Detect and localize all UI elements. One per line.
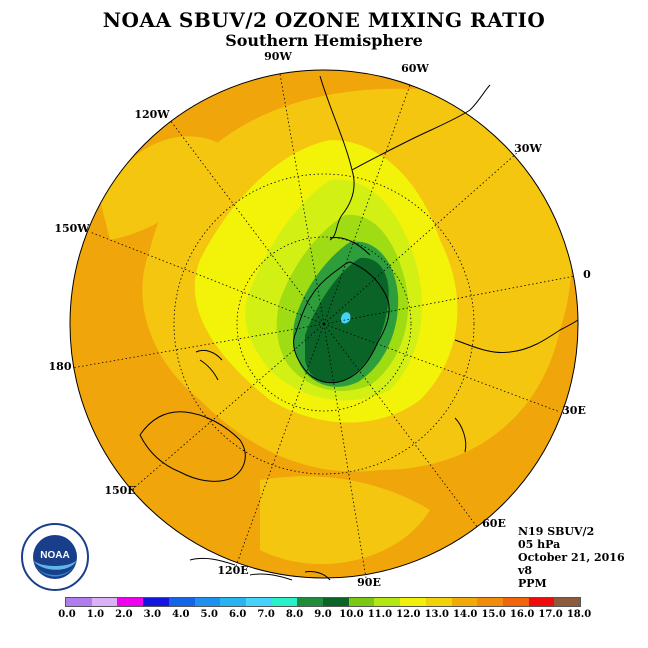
color-scale-segment — [323, 598, 349, 606]
map-subtitle: Southern Hemisphere — [225, 31, 423, 50]
instrument-label: N19 SBUV/2 — [518, 525, 595, 538]
color-scale-segment — [554, 598, 581, 606]
color-scale-segment — [245, 598, 272, 606]
latitude-circles — [173, 173, 475, 475]
lon-label-90e: 90E — [357, 576, 381, 589]
color-scale-tick: 12.0 — [396, 609, 421, 620]
noaa-logo: NOAA — [21, 523, 89, 591]
lon-label-60e: 60E — [482, 517, 506, 530]
color-scale-tick: 4.0 — [172, 609, 190, 620]
color-scale-segment — [168, 598, 195, 606]
map-title: NOAA SBUV/2 OZONE MIXING RATIO — [102, 8, 546, 32]
map-border — [69, 69, 579, 579]
color-scale-segment — [348, 598, 375, 606]
logo-text: NOAA — [40, 550, 69, 561]
color-scale-segment — [297, 598, 324, 606]
units-label: PPM — [518, 577, 547, 590]
color-scale-tick: 17.0 — [538, 609, 563, 620]
lon-label-30e: 30E — [562, 404, 586, 417]
color-scale-segment — [528, 598, 555, 606]
color-scale-segment — [143, 598, 169, 606]
color-scale-tick: 5.0 — [200, 609, 218, 620]
color-scale-segment — [220, 598, 246, 606]
color-scale-segment — [400, 598, 426, 606]
color-scale-segment — [502, 598, 529, 606]
metadata-block: N19 SBUV/2 05 hPa October 21, 2016 v8 PP… — [518, 525, 625, 590]
color-scale-segment — [374, 598, 401, 606]
color-scale-tick: 10.0 — [339, 609, 364, 620]
lon-label-150e: 150E — [104, 484, 135, 497]
version-label: v8 — [518, 564, 533, 577]
color-scale-tick: 13.0 — [424, 609, 449, 620]
color-scale-segment — [425, 598, 452, 606]
color-scale-segment — [271, 598, 298, 606]
lon-label-30w: 30W — [514, 142, 542, 155]
color-scale-segment — [477, 598, 503, 606]
lon-label-0: 0 — [583, 268, 591, 281]
date-label: October 21, 2016 — [518, 551, 625, 564]
lon-label-150w: 150W — [54, 222, 90, 235]
color-scale-tick: 6.0 — [228, 609, 247, 620]
color-scale-segment — [91, 598, 118, 606]
lon-label-120e: 120E — [217, 564, 248, 577]
lon-label-120w: 120W — [134, 108, 170, 121]
color-scale-segment — [66, 598, 92, 606]
longitude-labels: 90W 60W 120W 30W 150W 0 180 30E 150E 60E… — [49, 50, 592, 589]
level-label: 05 hPa — [518, 538, 561, 551]
coastlines — [139, 75, 579, 581]
lon-label-90w: 90W — [264, 50, 292, 63]
color-scale-tick: 7.0 — [257, 609, 275, 620]
color-scale-tick: 2.0 — [115, 609, 133, 620]
color-scale-bar — [65, 597, 581, 607]
color-scale-tick: 1.0 — [86, 609, 105, 620]
longitude-lines — [71, 73, 576, 579]
color-scale-ticks: 0.0 1.0 2.0 3.0 4.0 5.0 6.0 7.0 8.0 9.0 10.0 11.0 12… — [0, 609, 648, 623]
color-scale-tick: 15.0 — [481, 609, 506, 620]
color-scale-tick: 9.0 — [314, 609, 332, 620]
lon-label-60w: 60W — [401, 62, 429, 75]
color-scale-segment — [194, 598, 221, 606]
color-scale-tick: 16.0 — [509, 609, 535, 620]
lon-label-180: 180 — [49, 360, 72, 373]
color-scale-tick: 11.0 — [367, 609, 393, 620]
color-scale-tick: 14.0 — [453, 609, 478, 620]
color-scale-segment — [117, 598, 144, 606]
color-scale-tick: 3.0 — [143, 609, 162, 620]
color-scale-tick: 0.0 — [58, 609, 76, 620]
color-scale-tick: 8.0 — [285, 609, 304, 620]
color-scale-tick: 18.0 — [566, 609, 592, 620]
color-scale-segment — [451, 598, 478, 606]
